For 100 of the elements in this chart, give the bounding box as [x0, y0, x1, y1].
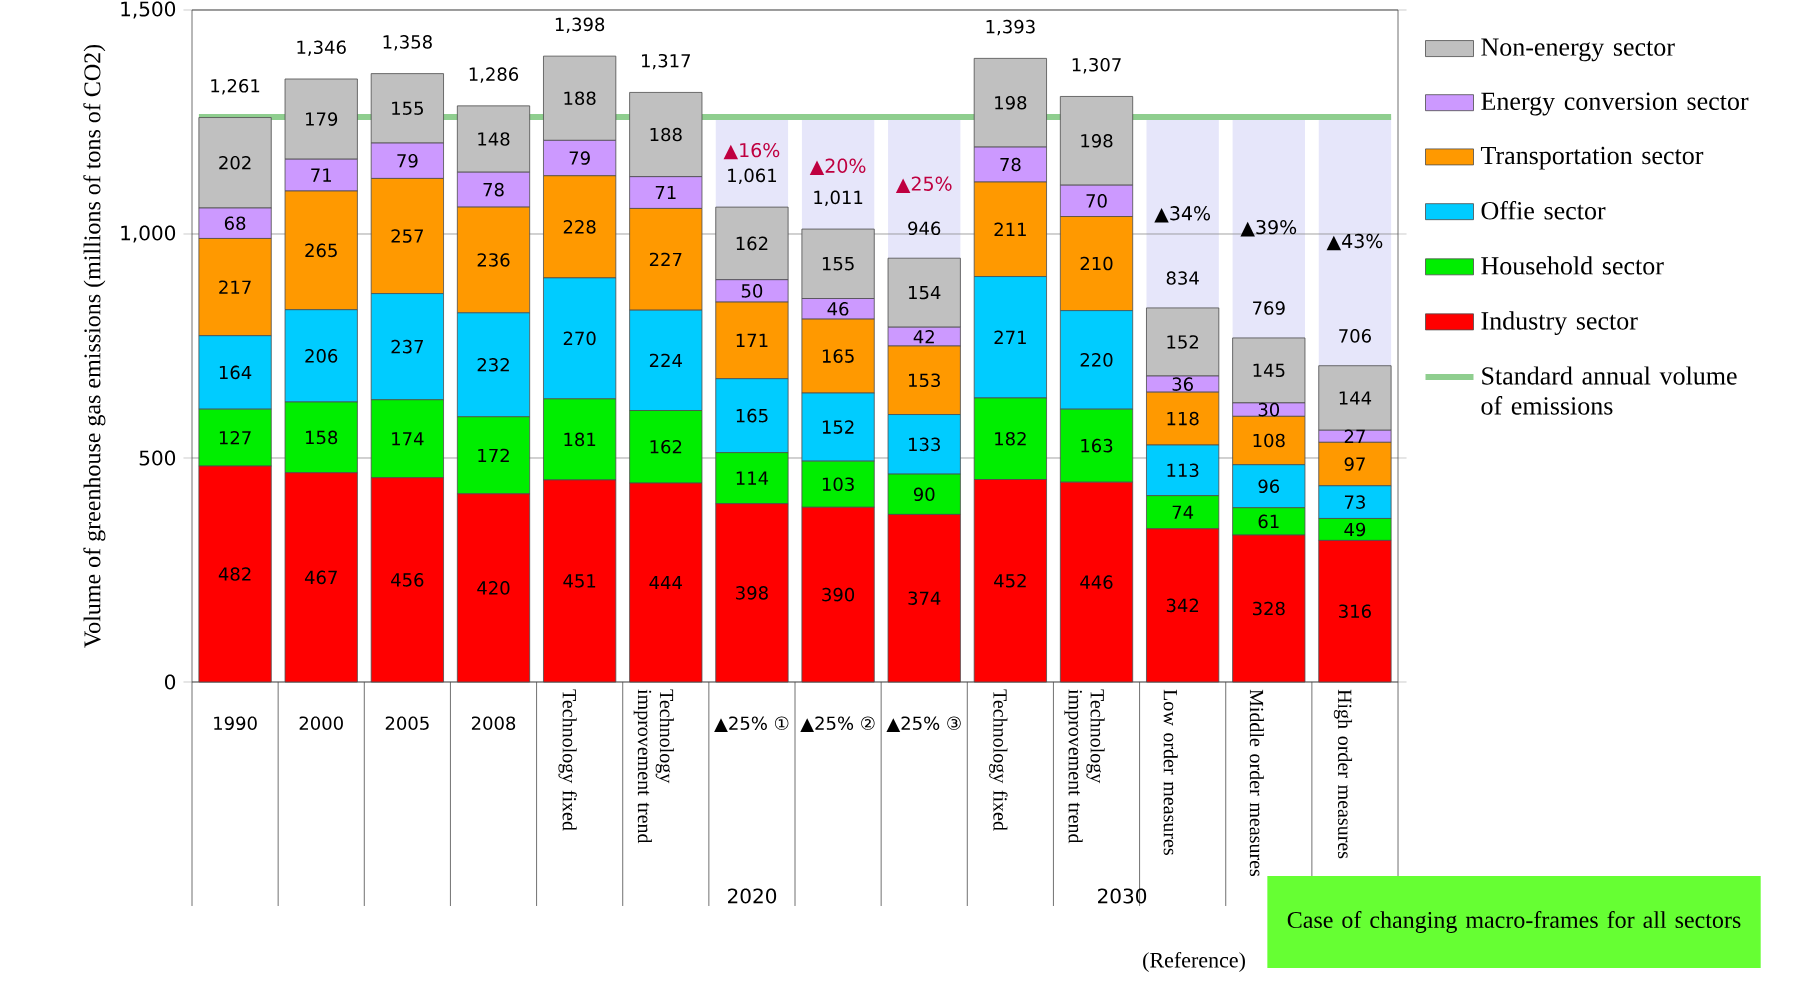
- data-label: 171: [736, 333, 768, 347]
- total-label: 1,393: [986, 19, 1035, 36]
- y-axis-title: Volume of greenhouse gas emissions (millions of tons of CO2): [83, 44, 106, 648]
- data-label: 227: [649, 252, 682, 266]
- data-label: 163: [1081, 438, 1113, 453]
- data-label: 188: [564, 91, 596, 106]
- data-label: 198: [995, 95, 1027, 110]
- data-label: 174: [392, 432, 424, 446]
- data-label: 451: [563, 574, 596, 588]
- data-label: 342: [1166, 598, 1199, 613]
- total-label: 1,061: [728, 168, 777, 185]
- data-label: 220: [1080, 353, 1113, 367]
- data-label: 152: [1167, 335, 1199, 349]
- data-label: 49: [1344, 522, 1366, 537]
- text: (Reference): [1143, 951, 1245, 973]
- data-label: 162: [650, 439, 682, 454]
- x-tick-label: 2008: [471, 716, 516, 731]
- legend-label: Standard annual volume of emissions: [1481, 366, 1737, 415]
- x-tick-label: ▲25% ①: [714, 716, 789, 732]
- y-tick-label: 1,500: [121, 1, 176, 19]
- x-tick-label: Low order measures: [1163, 689, 1178, 855]
- data-label: 271: [994, 330, 1026, 344]
- legend-label: Energy conversion sector: [1481, 92, 1749, 116]
- annotation: ▲16%: [723, 142, 780, 160]
- annotation: ▲34%: [1154, 206, 1211, 223]
- text: 2030: [1098, 888, 1147, 904]
- data-label: 46: [827, 302, 849, 316]
- data-label: 30: [1258, 402, 1280, 417]
- data-label: 165: [736, 408, 768, 423]
- data-label: 78: [1000, 157, 1021, 172]
- data-label: 316: [1339, 604, 1371, 619]
- total-label: 1,317: [642, 53, 690, 70]
- annotation: ▲25%: [895, 176, 952, 193]
- data-label: 224: [649, 353, 682, 368]
- data-label: 90: [913, 487, 935, 502]
- data-label: 74: [1172, 505, 1194, 519]
- total-label: 1,011: [814, 190, 863, 207]
- data-label: 154: [909, 286, 941, 300]
- data-label: 202: [219, 155, 251, 170]
- x-tick-label: Technology improvement trend: [633, 689, 674, 844]
- text: 2020: [728, 888, 777, 904]
- x-tick-label: Technology improvement trend: [1064, 689, 1105, 844]
- data-label: 328: [1253, 601, 1285, 616]
- total-label: 1,346: [297, 40, 346, 56]
- data-label: 390: [822, 587, 855, 602]
- x-tick-label: 2000: [299, 716, 343, 731]
- data-label: 118: [1167, 411, 1199, 426]
- legend-label: Non-energy sector: [1481, 38, 1675, 62]
- data-label: 133: [909, 437, 940, 452]
- data-label: 127: [219, 430, 251, 445]
- y-tick-label: 1,000: [121, 225, 176, 243]
- data-label: 270: [563, 331, 596, 346]
- data-label: 155: [392, 101, 423, 116]
- data-label: 211: [994, 222, 1026, 236]
- data-label: 265: [305, 243, 337, 258]
- legend-label: Transportation sector: [1480, 146, 1704, 170]
- total-label: 706: [1339, 329, 1371, 343]
- legend-label: Offie sector: [1481, 201, 1606, 220]
- data-label: 68: [224, 216, 246, 231]
- x-tick-label: Middle order measures: [1249, 689, 1264, 877]
- data-label: 114: [736, 471, 769, 485]
- data-label: 237: [391, 339, 423, 354]
- total-label: 1,358: [383, 35, 432, 51]
- x-tick-label: 2005: [385, 716, 429, 731]
- data-label: 467: [304, 570, 337, 585]
- x-tick-label: 1990: [214, 716, 257, 731]
- data-label: 444: [649, 575, 682, 590]
- x-tick-label: ▲25% ②: [800, 716, 875, 732]
- x-tick-label: High order measures: [1333, 689, 1353, 859]
- data-label: 198: [1081, 134, 1113, 148]
- total-label: 1,307: [1072, 57, 1121, 74]
- data-label: 456: [391, 573, 424, 587]
- y-tick-label: 0: [165, 674, 176, 690]
- data-label: 144: [1339, 391, 1372, 405]
- total-label: 1,398: [555, 17, 605, 34]
- legend-label: Industry sector: [1481, 311, 1638, 336]
- data-label: 70: [1086, 194, 1107, 208]
- data-label: 78: [483, 182, 504, 197]
- x-tick-label: ▲25% ③: [886, 716, 961, 732]
- annotation: ▲39%: [1240, 219, 1297, 237]
- data-label: 236: [477, 253, 510, 267]
- y-tick-label: 500: [139, 450, 176, 466]
- data-label: 152: [822, 420, 854, 434]
- data-label: 97: [1344, 457, 1365, 471]
- data-label: 108: [1253, 433, 1285, 448]
- x-tick-label: Technology fixed: [989, 689, 1008, 831]
- data-label: 103: [822, 477, 854, 491]
- data-label: 217: [219, 280, 251, 294]
- text: Case of changing macro-frames for all sectors: [1287, 910, 1741, 934]
- data-label: 79: [397, 153, 418, 168]
- data-label: 153: [909, 373, 940, 388]
- data-label: 164: [219, 365, 252, 380]
- total-label: 769: [1253, 301, 1285, 315]
- data-label: 446: [1080, 575, 1113, 589]
- total-label: 946: [908, 221, 941, 236]
- data-label: 148: [478, 132, 510, 146]
- data-label: 155: [822, 257, 854, 271]
- data-label: 452: [994, 573, 1026, 588]
- data-label: 257: [391, 229, 423, 243]
- data-label: 71: [655, 186, 676, 200]
